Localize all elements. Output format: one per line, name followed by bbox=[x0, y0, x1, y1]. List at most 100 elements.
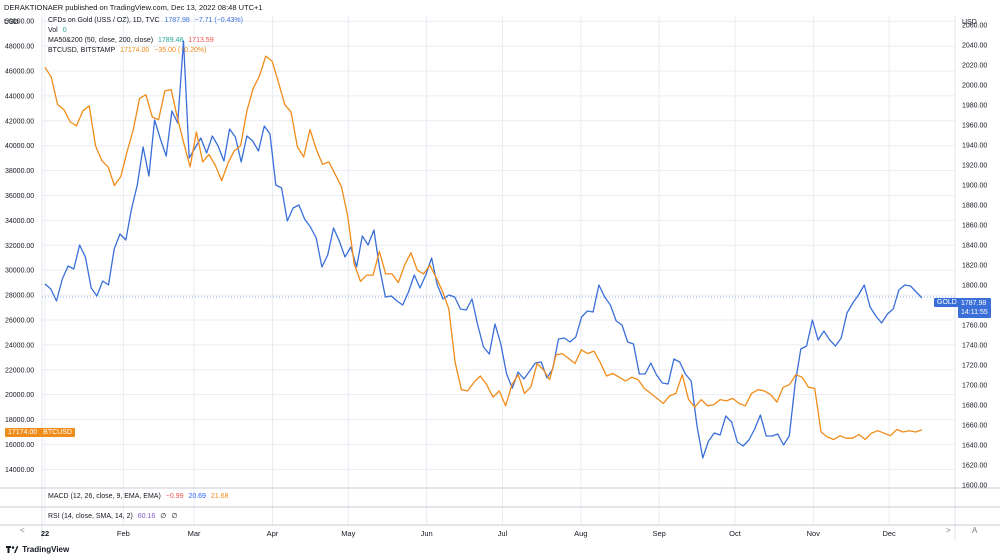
left-tick-label: 14000.00 bbox=[5, 467, 34, 474]
right-tick-label: 1900.00 bbox=[962, 183, 987, 190]
btc-badge-tag: BTCUSD bbox=[43, 429, 72, 436]
left-tick-label: 30000.00 bbox=[5, 268, 34, 275]
legend-ma[interactable]: MA50&200 (50, close, 200, close) 1789.48… bbox=[48, 37, 217, 44]
left-tick-label: 26000.00 bbox=[5, 317, 34, 324]
x-tick-label: Mar bbox=[188, 529, 201, 538]
legend-vol-value: 0 bbox=[62, 27, 67, 34]
rsi-value1: 60.16 bbox=[137, 513, 156, 520]
left-tick-label: 36000.00 bbox=[5, 193, 34, 200]
left-axis-unit: USD bbox=[4, 19, 19, 26]
left-tick-label: 28000.00 bbox=[5, 293, 34, 300]
left-tick-label: 22000.00 bbox=[5, 367, 34, 374]
auto-scale-button[interactable]: A bbox=[972, 526, 978, 535]
right-tick-label: 1860.00 bbox=[962, 223, 987, 230]
legend-vol-label: Vol bbox=[48, 27, 58, 34]
right-tick-label: 1620.00 bbox=[962, 463, 987, 470]
left-axis-ticks: 14000.00 16000.00 18000.00 20000.00 22000.00… bbox=[5, 19, 34, 474]
right-tick-label: 1800.00 bbox=[962, 283, 987, 290]
x-tick-label: Nov bbox=[807, 529, 821, 538]
x-tick-label: Dec bbox=[882, 529, 896, 538]
right-tick-label: 1840.00 bbox=[962, 243, 987, 250]
x-tick-label: Jul bbox=[498, 529, 508, 538]
btc-price-badge: 17174.00 BTCUSD bbox=[5, 428, 75, 437]
macd-value1: −0.99 bbox=[165, 493, 184, 500]
legend-ma-value1: 1789.48 bbox=[158, 37, 184, 44]
right-tick-label: 2060.00 bbox=[962, 23, 987, 30]
left-tick-label: 46000.00 bbox=[5, 69, 34, 76]
left-tick-label: 16000.00 bbox=[5, 442, 34, 449]
macd-value2: 20.69 bbox=[188, 493, 206, 500]
tradingview-brand[interactable]: TradingView bbox=[6, 545, 69, 554]
publisher-header: DERAKTIONAER published on TradingView.co… bbox=[4, 3, 263, 12]
btc-series-line bbox=[44, 55, 923, 441]
gold-tag-badge: GOLD bbox=[934, 298, 960, 307]
right-tick-label: 1720.00 bbox=[962, 363, 987, 370]
right-tick-label: 2040.00 bbox=[962, 43, 987, 50]
x-tick-label: Apr bbox=[267, 529, 279, 538]
legend-ma-value2: 1713.59 bbox=[188, 37, 214, 44]
gold-price-badge: 1787.98 14:11:55 bbox=[958, 298, 991, 318]
legend-btc-label: BTCUSD, BITSTAMP bbox=[48, 47, 116, 54]
legend-btc[interactable]: BTCUSD, BITSTAMP 17174.00 −35.00 (−0.20%… bbox=[48, 47, 209, 54]
gold-badge-value: 1787.98 bbox=[961, 300, 987, 307]
left-tick-label: 18000.00 bbox=[5, 417, 34, 424]
left-tick-label: 20000.00 bbox=[5, 392, 34, 399]
left-tick-label: 24000.00 bbox=[5, 342, 34, 349]
scroll-left-button[interactable]: < bbox=[20, 526, 25, 535]
right-tick-label: 1680.00 bbox=[962, 403, 987, 410]
macd-legend[interactable]: MACD (12, 26, close, 9, EMA, EMA) −0.99 … bbox=[48, 493, 231, 500]
rsi-value3: ∅ bbox=[171, 513, 178, 520]
scroll-right-button[interactable]: > bbox=[946, 526, 951, 535]
x-tick-label: Sep bbox=[652, 529, 665, 538]
left-tick-label: 44000.00 bbox=[5, 93, 34, 100]
right-tick-label: 1640.00 bbox=[962, 443, 987, 450]
x-tick-label: 22 bbox=[41, 529, 49, 538]
macd-value3: 21.68 bbox=[210, 493, 229, 500]
right-tick-label: 2020.00 bbox=[962, 63, 987, 70]
left-tick-label: 50000.00 bbox=[5, 19, 34, 26]
right-tick-label: 1940.00 bbox=[962, 143, 987, 150]
tradingview-logo-icon bbox=[6, 546, 18, 554]
right-tick-label: 1760.00 bbox=[962, 323, 987, 330]
x-tick-label: Oct bbox=[729, 529, 742, 538]
right-tick-label: 2000.00 bbox=[962, 83, 987, 90]
legend-vol[interactable]: Vol 0 bbox=[48, 27, 70, 34]
x-tick-label: Feb bbox=[117, 529, 130, 538]
x-tick-label: Jun bbox=[421, 529, 433, 538]
right-tick-label: 1740.00 bbox=[962, 343, 987, 350]
x-tick-label: May bbox=[341, 529, 355, 538]
right-tick-label: 1820.00 bbox=[962, 263, 987, 270]
rsi-legend[interactable]: RSI (14, close, SMA, 14, 2) 60.16 ∅ ∅ bbox=[48, 512, 180, 520]
gold-series-line bbox=[44, 40, 923, 459]
left-tick-label: 38000.00 bbox=[5, 168, 34, 175]
rsi-value2: ∅ bbox=[160, 513, 167, 520]
pane-separators bbox=[0, 15, 1000, 540]
x-axis-ticks: 22 Feb Mar Apr May Jun Jul Aug Sep Oct Nov Dec bbox=[41, 529, 896, 538]
grid-lines bbox=[42, 15, 955, 525]
left-tick-label: 32000.00 bbox=[5, 243, 34, 250]
rsi-label: RSI (14, close, SMA, 14, 2) bbox=[48, 513, 133, 520]
right-tick-label: 1960.00 bbox=[962, 123, 987, 130]
legend-gold-change: −7.71 (−0.43%) bbox=[194, 17, 243, 24]
series-layer bbox=[44, 40, 923, 459]
left-tick-label: 42000.00 bbox=[5, 118, 34, 125]
legend-ma-label: MA50&200 (50, close, 200, close) bbox=[48, 37, 154, 44]
legend-gold-value: 1787.98 bbox=[164, 17, 190, 24]
tradingview-brand-text: TradingView bbox=[22, 545, 70, 554]
right-tick-label: 1980.00 bbox=[962, 103, 987, 110]
right-tick-label: 1880.00 bbox=[962, 203, 987, 210]
legend-gold-label: CFDs on Gold (USS / OZ), 1D, TVC bbox=[48, 17, 160, 24]
right-tick-label: 1660.00 bbox=[962, 423, 987, 430]
right-axis-unit: USD bbox=[962, 19, 977, 26]
right-tick-label: 1600.00 bbox=[962, 483, 987, 490]
right-axis-ticks: 1600.00 1620.00 1640.00 1660.00 1680.00 1700.… bbox=[962, 23, 987, 490]
legend-btc-value: 17174.00 bbox=[120, 47, 150, 54]
right-tick-label: 1700.00 bbox=[962, 383, 987, 390]
legend-gold[interactable]: CFDs on Gold (USS / OZ), 1D, TVC 1787.98… bbox=[48, 17, 246, 24]
left-tick-label: 48000.00 bbox=[5, 44, 34, 51]
x-tick-label: Aug bbox=[574, 529, 587, 538]
btc-badge-value: 17174.00 bbox=[8, 429, 38, 436]
gold-badge-countdown: 14:11:55 bbox=[961, 309, 988, 316]
legend-btc-change: −35.00 (−0.20%) bbox=[154, 47, 207, 54]
